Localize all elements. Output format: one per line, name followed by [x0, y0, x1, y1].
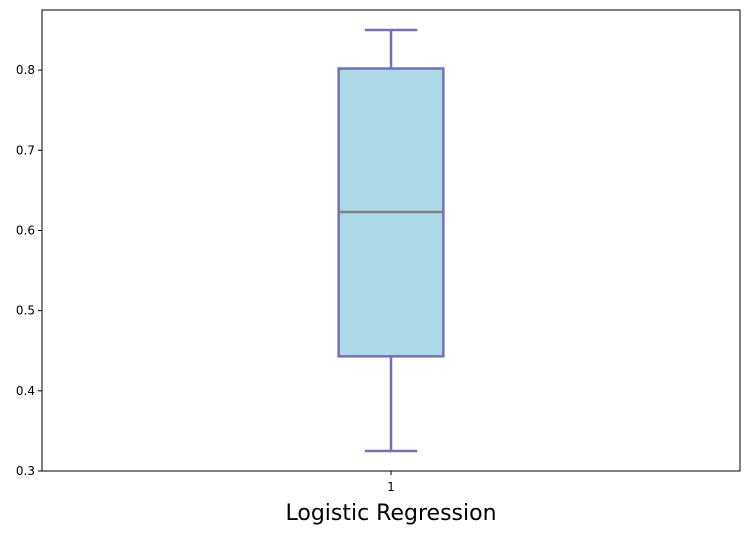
x-axis: 1 [387, 471, 395, 494]
y-tick-label: 0.6 [16, 223, 35, 237]
y-tick-label: 0.7 [16, 143, 35, 157]
y-tick-label: 0.4 [16, 384, 35, 398]
y-tick-label: 0.5 [16, 304, 35, 318]
x-axis-title: Logistic Regression [285, 501, 496, 526]
y-tick-label: 0.3 [16, 464, 35, 478]
box-group [337, 28, 445, 453]
box-series [337, 28, 445, 453]
x-tick-label: 1 [387, 480, 395, 494]
y-tick-label: 0.8 [16, 63, 35, 77]
y-axis: 0.3 0.4 0.5 0.6 0.7 0.8 [16, 63, 42, 478]
